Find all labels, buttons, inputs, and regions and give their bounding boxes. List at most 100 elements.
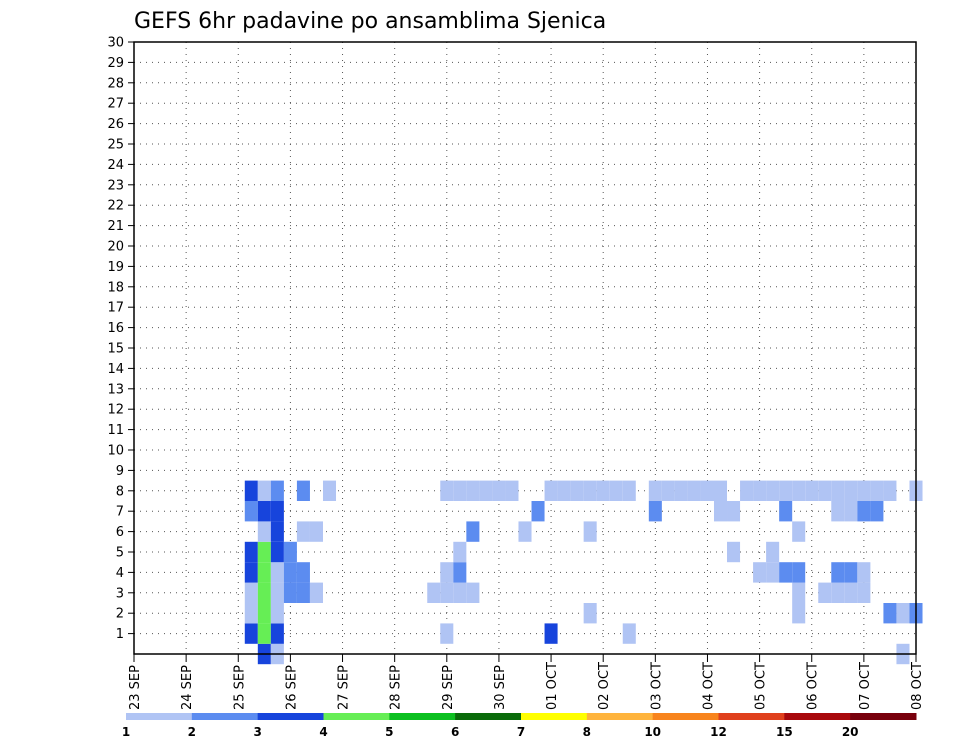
precip-cell xyxy=(596,480,610,501)
precip-cell xyxy=(857,480,871,501)
precip-cell xyxy=(270,501,284,522)
precip-cell xyxy=(831,562,845,583)
y-tick-label: 28 xyxy=(107,76,124,91)
precip-cell xyxy=(257,562,271,583)
precip-cell xyxy=(883,603,897,624)
precip-cell xyxy=(792,480,806,501)
colorbar-label: 1 xyxy=(122,725,130,739)
precip-cell xyxy=(544,623,558,644)
precip-cell xyxy=(622,623,636,644)
colorbar: 1 2 3 4 5 6 7 8 10 12 15 20 xyxy=(122,713,917,739)
y-tick-label: 5 xyxy=(116,546,124,561)
colorbar-swatch xyxy=(389,713,456,720)
precip-cell xyxy=(792,582,806,603)
precip-cell xyxy=(427,582,441,603)
y-tick-label: 24 xyxy=(107,158,124,173)
precip-cell xyxy=(674,480,688,501)
y-tick-label: 7 xyxy=(116,505,124,520)
precip-cell xyxy=(257,521,271,542)
precip-cell xyxy=(583,521,597,542)
precip-cell xyxy=(270,623,284,644)
y-tick-label: 30 xyxy=(107,36,124,51)
colorbar-label: 12 xyxy=(710,725,727,739)
precip-cell xyxy=(870,501,884,522)
x-tick-label: 05 OCT xyxy=(754,662,769,710)
gridlines xyxy=(134,41,916,654)
precip-cell xyxy=(896,603,910,624)
y-tick-label: 29 xyxy=(107,56,124,71)
y-tick-label: 26 xyxy=(107,117,124,132)
precip-cell xyxy=(270,541,284,563)
precip-cell xyxy=(257,603,271,624)
precip-cell xyxy=(648,501,662,522)
colorbar-swatch xyxy=(850,713,917,720)
precip-cell xyxy=(857,582,871,603)
x-tick-label: 04 OCT xyxy=(701,662,716,710)
precip-cell xyxy=(505,480,519,501)
colorbar-swatch xyxy=(455,713,522,720)
precip-cell xyxy=(440,623,454,644)
precip-cell xyxy=(283,562,297,583)
x-tick-label: 26 SEP xyxy=(284,665,299,710)
precip-cell xyxy=(244,562,258,583)
precip-cell xyxy=(270,521,284,542)
y-tick-label: 21 xyxy=(107,219,124,234)
y-tick-label: 12 xyxy=(107,403,124,418)
y-tick-label: 1 xyxy=(116,627,124,642)
y-tick-label: 27 xyxy=(107,97,124,112)
y-axis-ticks: 1234567891011121314151617181920212223242… xyxy=(107,36,134,642)
y-tick-label: 10 xyxy=(107,444,124,459)
precip-cell xyxy=(648,480,662,501)
precip-cell xyxy=(296,562,310,583)
precip-cell xyxy=(700,480,714,501)
y-tick-label: 3 xyxy=(116,586,124,601)
x-tick-label: 02 OCT xyxy=(597,662,612,710)
x-tick-label: 29 SEP xyxy=(441,665,456,710)
precip-cell xyxy=(479,480,493,501)
y-tick-label: 18 xyxy=(107,280,124,295)
precip-cell xyxy=(766,480,780,501)
y-tick-label: 6 xyxy=(116,525,124,540)
precip-cell xyxy=(531,501,545,522)
precip-cell xyxy=(257,480,271,501)
precip-cell xyxy=(609,480,623,501)
y-tick-label: 13 xyxy=(107,382,124,397)
precip-cell xyxy=(727,541,741,563)
x-tick-label: 01 OCT xyxy=(545,662,560,710)
colorbar-swatch xyxy=(652,713,719,720)
x-tick-label: 07 OCT xyxy=(858,662,873,710)
precip-cell xyxy=(583,603,597,624)
x-tick-label: 23 SEP xyxy=(128,665,143,710)
precip-cell xyxy=(766,541,780,563)
precip-cell xyxy=(622,480,636,501)
precip-cell xyxy=(309,582,323,603)
precip-cell xyxy=(440,562,454,583)
precip-cell xyxy=(257,623,271,644)
y-tick-label: 9 xyxy=(116,464,124,479)
precip-cell xyxy=(727,501,741,522)
precip-cell xyxy=(309,521,323,542)
precip-cell xyxy=(831,582,845,603)
precip-cell xyxy=(753,562,767,583)
precip-cell xyxy=(766,562,780,583)
precip-cell xyxy=(244,480,258,501)
precip-cell xyxy=(740,480,754,501)
precipitation-cells xyxy=(244,480,923,665)
colorbar-label: 15 xyxy=(776,725,793,739)
colorbar-swatch xyxy=(586,713,654,720)
precip-cell xyxy=(453,562,467,583)
y-tick-label: 16 xyxy=(107,321,124,336)
precip-cell xyxy=(792,562,806,583)
precip-cell xyxy=(270,582,284,603)
precip-cell xyxy=(818,582,832,603)
y-tick-label: 8 xyxy=(116,484,124,499)
x-tick-label: 06 OCT xyxy=(806,662,821,710)
colorbar-swatch xyxy=(126,713,193,720)
precip-cell xyxy=(466,521,480,542)
colorbar-label: 3 xyxy=(253,725,261,739)
precip-cell xyxy=(466,480,480,501)
x-tick-label: 24 SEP xyxy=(180,665,195,710)
precip-cell xyxy=(687,480,701,501)
precip-cell xyxy=(453,582,467,603)
